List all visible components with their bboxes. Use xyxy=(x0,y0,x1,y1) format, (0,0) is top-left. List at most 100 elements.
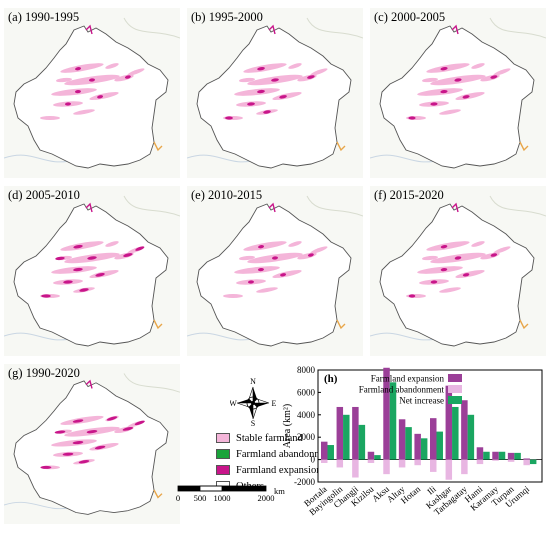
river xyxy=(4,154,75,163)
bar-expansion xyxy=(321,441,328,460)
farmland-expansion-patch xyxy=(248,280,254,284)
river xyxy=(370,332,441,341)
farmland-expansion-patch xyxy=(87,256,97,260)
stable-farmland-patch xyxy=(417,266,463,274)
bar-expansion xyxy=(430,418,437,460)
bar-expansion xyxy=(336,406,344,460)
bar-expansion xyxy=(492,451,499,460)
y-tick-label: 0 xyxy=(311,455,316,465)
bar-abandonment xyxy=(445,459,453,480)
stable-farmland-patch xyxy=(417,88,463,96)
border-segment xyxy=(519,141,529,152)
farmland-expansion-patch xyxy=(134,420,145,426)
farmland-expansion-patch xyxy=(408,116,416,120)
bar-expansion xyxy=(414,433,421,460)
border-segment xyxy=(336,319,346,330)
farmland-expansion-patch xyxy=(272,256,278,260)
chart-legend-swatch xyxy=(448,396,462,404)
farmland-expansion-patch xyxy=(89,78,95,82)
border-segment xyxy=(451,202,459,213)
map-layer xyxy=(370,195,546,347)
bar-expansion xyxy=(367,451,375,460)
scale-bar: 0 500 1000 2000 km xyxy=(176,485,285,503)
map-layer xyxy=(4,373,180,515)
stable-farmland-patch xyxy=(455,92,485,100)
map-panel-a: (a) 1990-1995 xyxy=(4,8,180,178)
y-axis-label: Area (km²) xyxy=(282,404,293,448)
legend-label-expansion: Farmland expansion xyxy=(236,464,322,476)
bar-abandonment xyxy=(523,459,530,466)
stable-farmland-patch xyxy=(89,92,119,100)
map-panel-g: (g) 1990-2020 xyxy=(4,364,180,524)
stable-farmland-patch xyxy=(60,63,104,73)
stable-farmland-patch xyxy=(40,116,60,120)
farmland-expansion-patch xyxy=(63,280,73,284)
farmland-expansion-patch xyxy=(430,280,438,284)
bar-abandonment xyxy=(507,459,515,462)
bar-expansion xyxy=(507,452,515,460)
compass-s: S xyxy=(251,419,255,426)
stable-farmland-patch xyxy=(426,241,470,251)
farmland-expansion-patch xyxy=(106,416,118,421)
map-panel-b: (b) 1995-2000 xyxy=(187,8,363,178)
farmland-expansion-patch xyxy=(124,75,131,79)
swatch-expansion xyxy=(216,465,230,475)
legend-label-abandonment: Farmland abandonment xyxy=(236,448,336,460)
border-segment xyxy=(85,24,93,35)
farmland-expansion-patch xyxy=(257,267,264,272)
border-segment xyxy=(153,319,163,330)
y-tick-label: 8000 xyxy=(297,366,316,375)
stable-farmland-patch xyxy=(105,241,119,247)
y-tick-label: 4000 xyxy=(297,410,316,420)
stable-farmland-patch xyxy=(493,68,511,76)
bar-abandonment xyxy=(321,459,328,463)
border-segment xyxy=(85,379,93,389)
region-boundary xyxy=(379,203,535,347)
border-segment xyxy=(336,141,346,152)
panel-label-b: (b) 1995-2000 xyxy=(191,10,263,24)
region-boundary xyxy=(13,380,169,515)
north-arrow-icon: N S E W xyxy=(230,377,276,426)
bar-expansion xyxy=(461,400,468,460)
road xyxy=(123,373,180,393)
bar-net-increase xyxy=(374,455,381,460)
legend-label-stable: Stable farmland xyxy=(236,432,303,444)
bar-net-increase xyxy=(327,445,334,460)
bar-net-increase xyxy=(343,414,350,460)
region-boundary xyxy=(13,25,169,169)
stable-farmland-patch xyxy=(56,77,72,83)
farmland-expansion-patch xyxy=(279,95,287,99)
farmland-expansion-patch xyxy=(490,253,498,257)
scale-tick-0: 0 xyxy=(176,493,180,503)
farmland-expansion-patch xyxy=(86,430,98,434)
stable-farmland-patch xyxy=(471,241,485,247)
farmland-expansion-patch xyxy=(41,294,51,298)
y-tick-label: -2000 xyxy=(294,477,315,487)
panel-label-a: (a) 1990-1995 xyxy=(8,10,80,24)
farmland-expansion-patch xyxy=(247,102,255,106)
road xyxy=(489,195,546,217)
map-f xyxy=(370,195,546,347)
scale-unit: km xyxy=(274,486,285,496)
chart-legend-label: Farmland abandonment xyxy=(359,385,445,395)
stable-farmland-patch xyxy=(105,63,119,69)
road xyxy=(306,195,363,217)
bar-expansion xyxy=(523,458,530,460)
farmland-expansion-patch xyxy=(440,245,448,249)
map-layer xyxy=(4,195,180,347)
farmland-expansion-patch xyxy=(490,75,498,79)
stable-farmland-patch xyxy=(455,270,485,278)
region-boundary xyxy=(196,203,352,347)
border-segment xyxy=(153,141,163,152)
legend-item-expansion: Farmland expansion xyxy=(216,462,336,478)
stable-farmland-patch xyxy=(73,109,95,115)
stable-farmland-patch xyxy=(223,294,243,298)
farmland-expansion-patch xyxy=(74,89,81,94)
farmland-expansion-patch xyxy=(440,66,448,71)
farmland-expansion-patch xyxy=(72,440,84,445)
bar-net-increase xyxy=(467,414,475,460)
panel-label-e: (e) 2010-2015 xyxy=(191,188,263,202)
road xyxy=(123,17,180,39)
stable-farmland-patch xyxy=(288,241,302,247)
